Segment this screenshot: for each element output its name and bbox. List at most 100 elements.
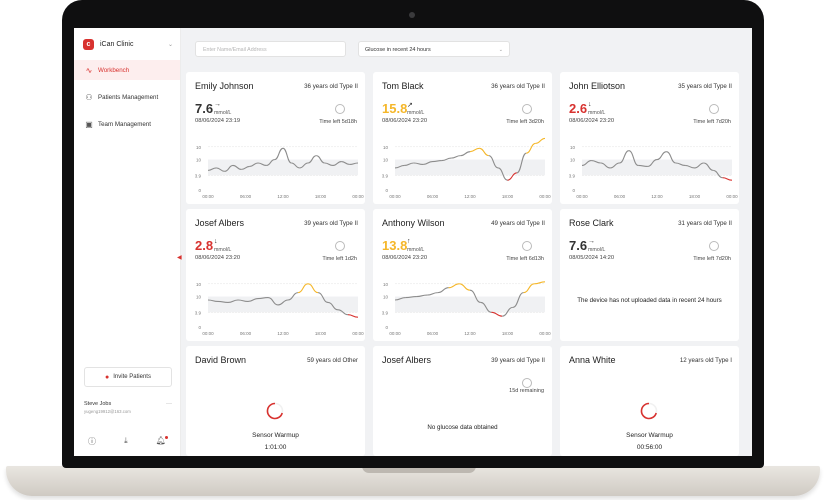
reading-time: 08/06/2024 23:20 xyxy=(569,118,615,124)
y-tick-label: 10 xyxy=(570,158,576,163)
x-tick-label: 00:00 xyxy=(389,194,401,199)
glucose-trend-segment xyxy=(502,306,513,317)
patient-name: Anthony Wilson xyxy=(382,218,445,228)
bell-icon[interactable]: 🔔︎ xyxy=(155,436,169,445)
glucose-trend-segment xyxy=(266,159,275,167)
trend-arrow-icon: ↓ xyxy=(588,101,592,108)
glucose-trend-segment xyxy=(416,294,428,298)
glucose-unit: mmol/L xyxy=(214,247,232,253)
target-range-band xyxy=(208,296,358,313)
sidebar-item-label: Patients Management xyxy=(98,93,159,101)
reading-time: 08/06/2024 23:20 xyxy=(382,255,428,261)
y-tick-label: 3.9 xyxy=(195,310,202,315)
download-icon[interactable]: ⤓ xyxy=(124,436,128,445)
sensor-time-left: Time left 1d2h xyxy=(322,256,357,262)
x-tick-label: 06:00 xyxy=(240,194,252,199)
sensor-time-left: Time left 3d20h xyxy=(506,119,544,125)
glucose-range-value: Glucose in recent 24 hours xyxy=(365,47,431,53)
glucose-trend-segment xyxy=(469,147,480,153)
y-tick-label: 0 xyxy=(198,188,201,193)
glucose-trend-segment xyxy=(257,296,269,300)
reading-time: 08/06/2024 23:20 xyxy=(195,255,241,261)
y-tick-label: 10 xyxy=(383,282,389,287)
glucose-trend-segment xyxy=(516,152,527,174)
x-tick-label: 06:00 xyxy=(240,331,252,336)
glucose-trend-segment xyxy=(526,142,536,154)
sensor-clock-icon xyxy=(522,104,532,114)
x-tick-label: 00:00 xyxy=(202,331,214,336)
glucose-trend-segment xyxy=(207,299,219,303)
glucose-trend-segment xyxy=(497,167,508,181)
glucose-trend-segment xyxy=(216,167,225,172)
patient-card[interactable]: Anna White 12 years old Type I Sensor Warm… xyxy=(560,346,739,456)
patient-card[interactable]: Anthony Wilson 49 years old Type II 13.8 ↑ m… xyxy=(373,209,552,341)
info-icon[interactable]: ⓘ xyxy=(88,437,97,446)
glucose-trend-segment xyxy=(224,164,234,172)
x-tick-label: 00:00 xyxy=(202,194,214,199)
glucose-trend-segment xyxy=(327,301,339,311)
glucose-trend-segment xyxy=(610,162,620,169)
patient-name: Josef Albers xyxy=(382,355,432,365)
sidebar-item-workbench[interactable]: ∿ Workbench xyxy=(74,60,180,80)
x-tick-label: 00:00 xyxy=(352,331,364,336)
warmup-progress-icon xyxy=(640,402,658,420)
patient-card[interactable]: Emily Johnson 36 years old Type II 7.6 → mmo… xyxy=(186,72,365,204)
clinic-switcher[interactable]: c iCan Clinic ⌄ xyxy=(83,37,173,51)
glucose-trend-segment xyxy=(507,172,517,181)
glucose-trend-segment xyxy=(337,309,349,316)
user-name: Steve Jobs xyxy=(84,401,112,407)
user-profile[interactable]: Steve Jobs yugeng19912@163.com ··· xyxy=(84,401,172,414)
warmup-ring-arc xyxy=(640,402,657,420)
y-tick-label: 10 xyxy=(196,145,202,150)
glucose-trend-segment xyxy=(523,283,535,294)
y-tick-label: 10 xyxy=(383,295,389,300)
glucose-trend-segment xyxy=(666,151,676,164)
glucose-value: 2.8 xyxy=(195,238,214,253)
patient-card[interactable]: Rose Clark 31 years old Type II 7.6 → mmol/L… xyxy=(560,209,739,341)
collapse-sidebar-icon[interactable]: ◀ xyxy=(177,255,182,261)
sidebar-item-patients-management[interactable]: ⚇ Patients Management xyxy=(74,87,180,107)
glucose-trend-segment xyxy=(460,151,471,157)
patient-card[interactable]: Josef Albers 39 years old Type II 15d rema… xyxy=(373,346,552,456)
trend-arrow-icon: ↗ xyxy=(407,102,413,109)
sensor-clock-icon xyxy=(709,104,719,114)
patient-card[interactable]: David Brown 59 years old Other Sensor Warm… xyxy=(186,346,365,456)
glucose-trend-segment xyxy=(535,137,546,144)
more-icon[interactable]: ··· xyxy=(166,401,172,407)
glucose-trend-segment xyxy=(437,287,449,294)
camera-icon xyxy=(409,12,415,18)
glucose-trend-segment xyxy=(394,164,405,169)
glucose-trend-segment xyxy=(638,164,648,167)
glucose-value: 13.8 xyxy=(382,238,408,253)
patient-card[interactable]: Josef Albers 39 years old Type II 2.8 ↓ mmol… xyxy=(186,209,365,341)
y-tick-label: 0 xyxy=(385,188,388,193)
glucose-trend-segment xyxy=(249,162,259,167)
x-tick-label: 18:00 xyxy=(502,194,514,199)
team-icon: ▣ xyxy=(85,119,93,129)
patient-age-type: 36 years old Type II xyxy=(491,83,545,90)
search-input[interactable]: Enter Name/Email Address xyxy=(195,41,346,57)
patient-card[interactable]: John Elliotson 35 years old Type II 2.6 ↓ mm… xyxy=(560,72,739,204)
invite-patients-button[interactable]: ● Invite Patients xyxy=(84,367,172,387)
glucose-trend-segment xyxy=(480,301,492,313)
glucose-range-select[interactable]: Glucose in recent 24 hours ⌄ xyxy=(358,41,510,57)
glucose-unit: mmol/L xyxy=(588,110,606,116)
x-tick-label: 12:00 xyxy=(277,331,289,336)
pulse-icon: ∿ xyxy=(85,65,93,75)
glucose-value: 7.6 xyxy=(195,101,214,116)
sensor-time-left: Time left 7d20h xyxy=(693,119,731,125)
sidebar-item-team-management[interactable]: ▣ Team Management xyxy=(74,114,180,134)
glucose-trend-segment xyxy=(207,167,217,171)
glucose-trend-segment xyxy=(432,159,442,163)
glucose-trend-segment xyxy=(227,299,239,304)
glucose-trend-segment xyxy=(241,165,250,170)
sensor-status: Sensor Warmup xyxy=(252,432,299,439)
clinic-logo-icon: c xyxy=(83,38,94,50)
glucose-trend-segment xyxy=(307,283,319,294)
patient-card[interactable]: Tom Black 36 years old Type II 15.8 ↗ mmol/L… xyxy=(373,72,552,204)
patient-age-type: 36 years old Type II xyxy=(304,83,358,90)
y-tick-label: 3.9 xyxy=(195,173,202,178)
glucose-trend-segment xyxy=(247,297,259,303)
